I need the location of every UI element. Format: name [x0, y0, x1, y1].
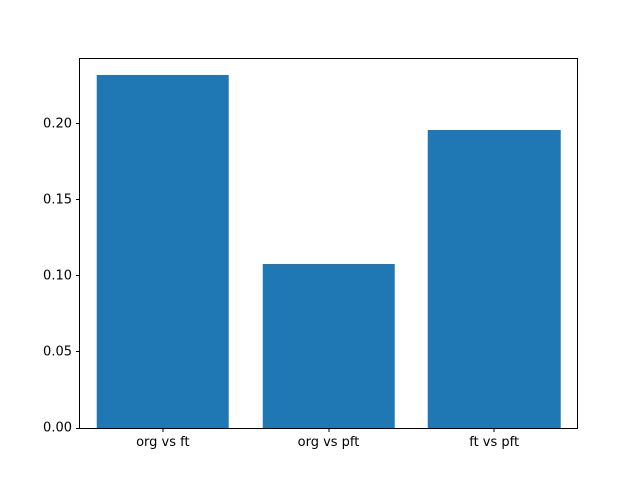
x-tick-label-org-vs-ft: org vs ft [136, 435, 190, 450]
y-tick-label: 0.05 [43, 344, 72, 360]
y-tick-label: 0.00 [43, 420, 72, 436]
y-tick-mark [76, 123, 80, 125]
x-tick-mark [328, 428, 329, 432]
bar-org-vs-ft [96, 75, 230, 428]
y-tick-label: 0.15 [43, 192, 72, 208]
plot-area: 0.00 0.05 0.10 0.15 0.20 org vs ft org vs pft… [43, 58, 578, 449]
y-tick-mark [76, 275, 80, 277]
x-tick-label-ft-vs-pft: ft vs pft [469, 435, 520, 450]
y-tick-mark [76, 351, 80, 353]
y-tick-mark [76, 427, 80, 429]
y-tick-mark [76, 199, 80, 201]
y-tick-label: 0.20 [43, 116, 72, 132]
x-tick-mark [162, 428, 164, 432]
bar-ft-vs-pft [427, 129, 561, 428]
bar-org-vs-pft [262, 263, 395, 428]
y-tick-label: 0.10 [43, 268, 72, 284]
x-tick-mark [493, 428, 495, 432]
x-tick-label-org-vs-pft: org vs pft [297, 435, 360, 450]
